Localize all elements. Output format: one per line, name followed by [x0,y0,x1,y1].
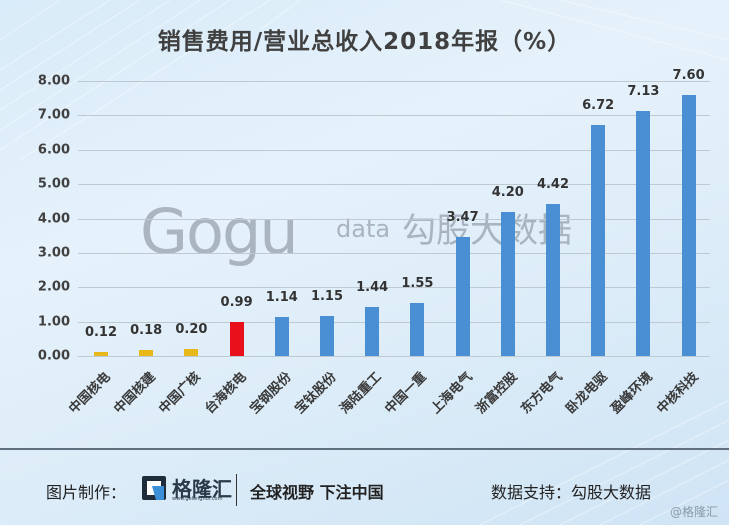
gridline [78,115,710,116]
y-tick-label: 1.00 [37,314,70,330]
bar [139,349,154,356]
value-label: 1.44 [356,279,389,295]
gridline [78,253,710,254]
y-tick-label: 6.00 [37,142,70,158]
bar [320,316,334,356]
gelonghui-logo-icon [142,476,166,500]
value-label: 3.47 [446,209,479,225]
bar [365,306,380,356]
made-by-label: 图片制作： [46,483,127,502]
credit-watermark: @格隆汇 [670,505,719,519]
gridline [78,184,710,185]
watermark-logo: Gogu [140,195,299,268]
gridline [78,322,710,323]
y-tick-label: 0.00 [37,348,70,364]
gridline [78,150,710,151]
bar [455,236,470,356]
gridline [78,356,710,357]
bar [410,302,425,356]
y-tick-label: 4.00 [37,211,70,226]
bar [274,316,289,356]
gridline [78,219,710,220]
gridline [78,81,710,82]
bar [229,321,244,356]
slogan: 全球视野 下注中国 [250,483,384,502]
value-label: 0.18 [130,322,163,338]
footer-divider [0,448,729,450]
y-tick-label: 7.00 [37,107,70,123]
brand-name: 格隆汇 [172,477,232,501]
bar [546,204,560,356]
value-label: 1.15 [310,289,344,305]
value-label: 0.12 [84,324,118,340]
value-label: 1.55 [401,275,434,291]
value-label: 0.99 [220,294,253,310]
bar [636,110,651,356]
brand-url: www.gelonghui.com [172,496,223,502]
value-label: 1.14 [265,289,298,305]
y-tick-label: 2.00 [37,279,70,295]
value-label: 4.42 [536,177,570,193]
chart-title: 销售费用/营业总收入2018年报（%） [157,29,572,55]
bar [500,211,515,356]
watermark-cn: 勾股大数据 [402,211,572,251]
value-label: 0.20 [175,322,208,338]
y-tick-label: 8.00 [37,73,70,89]
data-support: 数据支持：勾股大数据 [491,483,652,502]
value-label: 4.20 [491,184,524,200]
value-label: 6.72 [582,98,615,113]
bar [681,94,696,356]
bar [591,125,606,356]
value-label: 7.60 [672,67,705,83]
y-tick-label: 3.00 [37,245,70,261]
gridline [78,287,710,288]
value-label: 7.13 [627,83,660,99]
bar [184,349,199,356]
footer-separator [236,474,237,506]
y-tick-label: 5.00 [37,176,70,192]
bar [94,351,108,356]
